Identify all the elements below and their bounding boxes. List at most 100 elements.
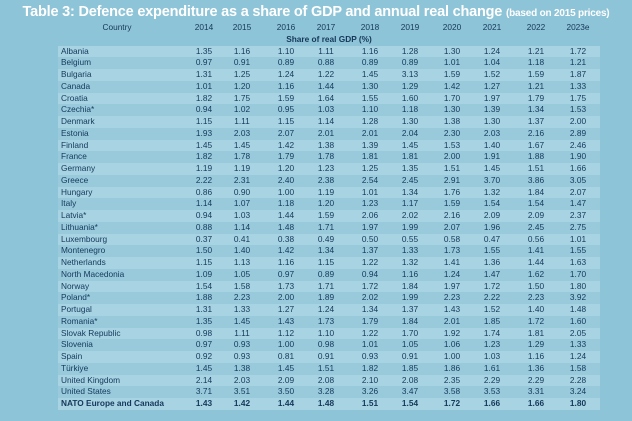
value-cell: 1.34 bbox=[361, 304, 379, 314]
value-cell: 1.36 bbox=[527, 362, 545, 373]
column-header: 2017 bbox=[316, 22, 336, 32]
value-cell: 1.05 bbox=[233, 268, 251, 279]
value-cell: 1.44 bbox=[277, 398, 295, 408]
value-cell: 1.01 bbox=[443, 57, 461, 68]
value-cell: 1.82 bbox=[361, 362, 379, 373]
value-cell: 1.53 bbox=[443, 139, 461, 150]
country-cell: United Kingdom bbox=[61, 374, 121, 385]
value-cell: 1.78 bbox=[317, 151, 335, 162]
value-cell: 1.24 bbox=[277, 69, 295, 79]
value-cell: 1.01 bbox=[195, 80, 213, 91]
value-cell: 1.45 bbox=[277, 362, 295, 373]
value-cell: 3.92 bbox=[569, 292, 587, 303]
table-row: Czechia* 0.94 1.02 0.95 1.03 1.10 1.18 1.30 1.39… bbox=[58, 104, 600, 116]
country-cell: Türkiye bbox=[61, 362, 89, 373]
value-cell: 2.46 bbox=[569, 139, 587, 150]
column-header: 2018 bbox=[360, 22, 380, 32]
value-cell: 1.92 bbox=[443, 327, 461, 338]
value-cell: 1.85 bbox=[483, 315, 501, 326]
value-cell: 1.01 bbox=[361, 186, 379, 197]
value-cell: 1.72 bbox=[483, 280, 501, 291]
table-row: Poland* 1.88 2.23 2.00 1.89 2.02 1.99 2.23 2.22 2… bbox=[58, 292, 600, 304]
value-cell: 1.12 bbox=[277, 327, 295, 338]
total-row: NATO Europe and Canada 1.43 1.42 1.44 1.48 1.… bbox=[58, 398, 600, 410]
value-cell: 1.90 bbox=[569, 151, 587, 162]
value-cell: 0.92 bbox=[195, 351, 213, 361]
value-cell: 1.25 bbox=[233, 69, 251, 79]
value-cell: 1.00 bbox=[277, 339, 295, 350]
value-cell: 1.45 bbox=[401, 139, 419, 150]
value-cell: 1.34 bbox=[401, 186, 419, 197]
value-cell: 1.45 bbox=[361, 69, 379, 79]
value-cell: 1.37 bbox=[361, 245, 379, 256]
value-cell: 1.55 bbox=[361, 92, 379, 103]
value-cell: 1.36 bbox=[483, 257, 501, 267]
value-cell: 1.88 bbox=[195, 292, 213, 303]
value-cell: 3.47 bbox=[401, 386, 419, 397]
value-cell: 1.19 bbox=[233, 163, 251, 173]
value-cell: 3.58 bbox=[443, 386, 461, 397]
value-cell: 1.34 bbox=[317, 245, 335, 256]
country-cell: Greece bbox=[61, 174, 89, 185]
value-cell: 0.97 bbox=[277, 268, 295, 279]
value-cell: 1.60 bbox=[401, 92, 419, 103]
country-cell: Belgium bbox=[61, 57, 91, 68]
value-cell: 1.29 bbox=[527, 339, 545, 350]
value-cell: 1.48 bbox=[317, 398, 335, 408]
value-cell: 1.25 bbox=[361, 163, 379, 173]
value-cell: 1.18 bbox=[277, 198, 295, 209]
value-cell: 1.24 bbox=[317, 304, 335, 314]
value-cell: 1.72 bbox=[569, 45, 587, 56]
value-cell: 0.50 bbox=[361, 233, 379, 244]
value-cell: 2.89 bbox=[569, 127, 587, 138]
country-cell: Canada bbox=[61, 80, 91, 91]
value-cell: 0.58 bbox=[443, 233, 461, 244]
value-cell: 1.30 bbox=[361, 80, 379, 91]
value-cell: 2.03 bbox=[233, 374, 251, 385]
country-cell: Lithuania* bbox=[61, 221, 98, 232]
value-cell: 3.13 bbox=[401, 69, 419, 79]
table-row: Canada 1.01 1.20 1.16 1.44 1.30 1.29 1.42 1.27 1.… bbox=[58, 80, 600, 93]
country-cell: Czechia* bbox=[61, 104, 95, 115]
value-cell: 2.01 bbox=[317, 127, 335, 138]
value-cell: 1.70 bbox=[443, 92, 461, 103]
value-cell: 1.50 bbox=[527, 280, 545, 291]
value-cell: 1.22 bbox=[361, 257, 379, 267]
value-cell: 2.38 bbox=[317, 174, 335, 185]
table-row: Slovenia 0.97 0.93 1.00 0.98 1.01 1.05 1.06 1.23… bbox=[58, 339, 600, 351]
value-cell: 1.43 bbox=[443, 304, 461, 314]
value-cell: 1.34 bbox=[527, 104, 545, 115]
value-cell: 1.24 bbox=[483, 45, 501, 56]
value-cell: 1.43 bbox=[277, 315, 295, 326]
table-row: Luxembourg 0.37 0.41 0.38 0.49 0.50 0.55 0.58 0.… bbox=[58, 233, 600, 246]
value-cell: 1.74 bbox=[483, 327, 501, 338]
value-cell: 1.01 bbox=[569, 233, 587, 244]
value-cell: 1.31 bbox=[195, 69, 213, 79]
table-row: Italy 1.14 1.07 1.18 1.20 1.23 1.17 1.59 1.54 1.5… bbox=[58, 198, 600, 210]
value-cell: 1.53 bbox=[569, 104, 587, 115]
value-cell: 1.21 bbox=[527, 45, 545, 56]
value-cell: 0.56 bbox=[527, 233, 545, 244]
value-cell: 1.14 bbox=[233, 221, 251, 232]
value-cell: 1.84 bbox=[401, 280, 419, 291]
column-header: 2014 bbox=[194, 22, 214, 32]
value-cell: 1.16 bbox=[401, 268, 419, 279]
value-cell: 3.86 bbox=[527, 174, 545, 185]
table-row: Romania* 1.35 1.45 1.43 1.73 1.79 1.84 2.01 1.85… bbox=[58, 315, 600, 328]
country-cell: Italy bbox=[61, 198, 77, 209]
column-header: 2023e bbox=[566, 22, 590, 32]
value-cell: 1.59 bbox=[443, 198, 461, 209]
table-row: Finland 1.45 1.45 1.42 1.38 1.39 1.45 1.53 1.40 1… bbox=[58, 139, 600, 152]
value-cell: 1.03 bbox=[233, 210, 251, 220]
value-cell: 2.00 bbox=[443, 151, 461, 162]
value-cell: 0.91 bbox=[317, 351, 335, 361]
value-cell: 1.28 bbox=[401, 45, 419, 56]
value-cell: 0.55 bbox=[401, 233, 419, 244]
table-row: North Macedonia 1.09 1.05 0.97 0.89 0.94 1.16 1… bbox=[58, 268, 600, 281]
value-cell: 1.66 bbox=[483, 398, 501, 408]
value-cell: 1.33 bbox=[233, 304, 251, 314]
value-cell: 1.52 bbox=[483, 69, 501, 79]
value-cell: 1.20 bbox=[233, 80, 251, 91]
value-cell: 1.00 bbox=[443, 351, 461, 361]
